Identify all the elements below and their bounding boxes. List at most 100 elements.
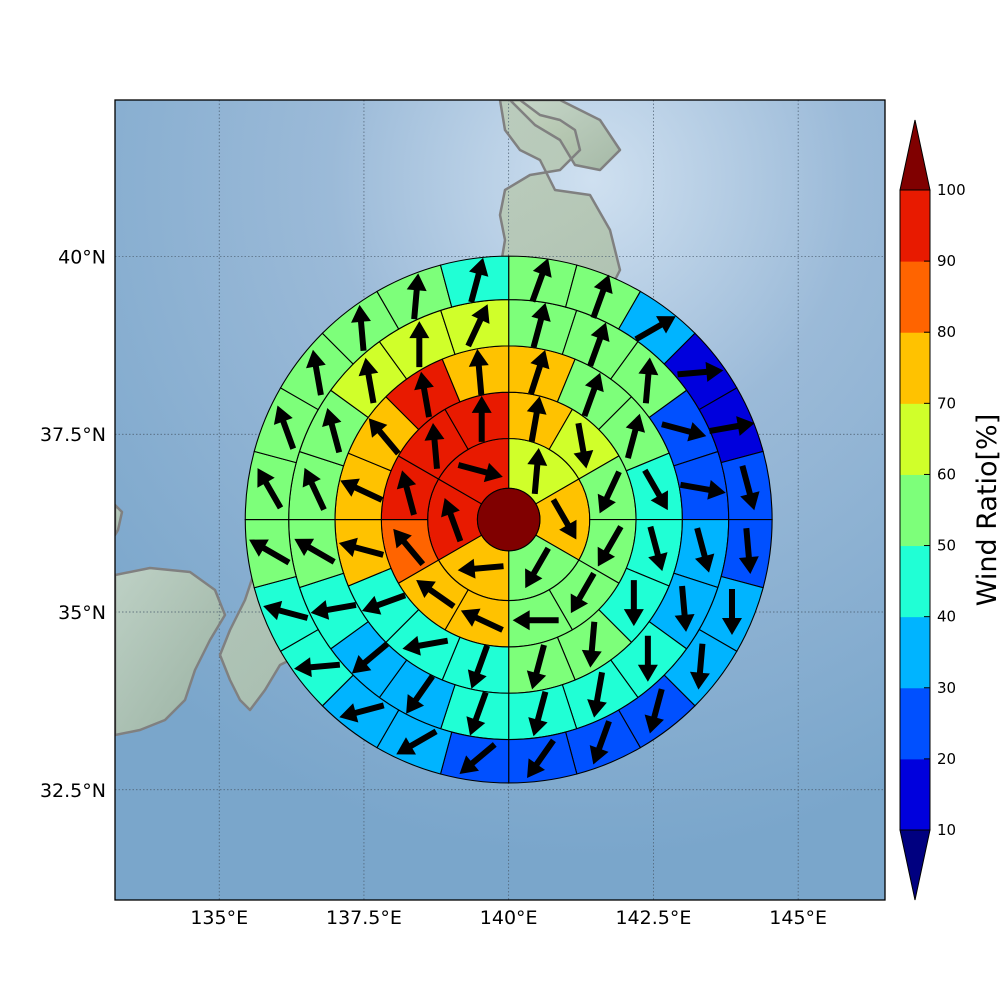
- wind-arrow: [467, 644, 491, 689]
- wind-arrow: [396, 470, 417, 516]
- colorbar-tick-label: 80: [937, 323, 956, 341]
- colorbar-band: [900, 190, 930, 262]
- wind-arrow: [624, 413, 646, 459]
- wind-arrow: [623, 580, 644, 627]
- wind-arrow: [642, 468, 668, 511]
- coastline-segment: [115, 566, 227, 737]
- longitude-tick-label: 142.5°E: [615, 907, 691, 929]
- colorbar-frame: [899, 189, 931, 831]
- wind-arrow: [644, 688, 665, 734]
- wind-arrow: [468, 349, 489, 396]
- wind-arrow: [263, 600, 309, 621]
- colorbar-title: Wind Ratio[%]: [972, 414, 1000, 606]
- wind-arrow: [597, 525, 624, 567]
- wind-arrow: [708, 416, 755, 436]
- longitude-tick-label: 135°E: [190, 907, 248, 929]
- wind-arrow: [414, 371, 434, 418]
- wind-arrow: [249, 539, 291, 566]
- wind-arrow: [721, 589, 742, 636]
- colorbar-tick-label: 90: [937, 252, 956, 270]
- colorbar-tick-label: 70: [937, 394, 956, 412]
- colorbar-band: [900, 687, 930, 760]
- wind-arrow: [589, 720, 612, 765]
- longitude-tick-labels: 135°E 137.5°E 140°E 142.5°E 145°E: [190, 907, 827, 929]
- wind-arrow: [528, 690, 549, 737]
- wind-arrow: [637, 635, 658, 682]
- longitude-tick-label: 137.5°E: [326, 907, 402, 929]
- wind-arrow: [674, 585, 695, 632]
- wind-arrow: [457, 462, 503, 483]
- wind-arrow: [409, 321, 430, 368]
- wind-arrow: [459, 742, 497, 774]
- wind-arrow: [358, 357, 379, 404]
- wind-arrow: [581, 372, 604, 418]
- wind-arrow: [466, 691, 489, 736]
- wind-arrow: [587, 322, 610, 367]
- wind-arrow: [441, 497, 464, 543]
- wind-arrow: [273, 405, 297, 450]
- colorbar-extend-min: [899, 829, 931, 901]
- wind-arrow: [530, 302, 551, 349]
- wind-arrow: [340, 478, 384, 503]
- wind-direction-arrows: [249, 257, 760, 779]
- wind-arrow: [597, 470, 622, 514]
- wind-arrow: [338, 537, 385, 558]
- land-mass: [115, 568, 225, 735]
- wind-arrow: [310, 600, 357, 620]
- wind-arrow: [339, 702, 385, 723]
- colorbar-tick-label: 50: [937, 537, 956, 555]
- wind-arrow: [351, 304, 371, 351]
- colorbar-extend-max: [899, 119, 931, 191]
- wind-arrow: [416, 580, 456, 609]
- wind-arrow: [406, 273, 427, 320]
- longitude-tick-label: 145°E: [769, 907, 827, 929]
- colorbar-tick-label: 30: [937, 679, 956, 697]
- colorbar-band: [900, 332, 930, 404]
- wind-arrow: [529, 258, 552, 303]
- latitude-tick-label: 35°N: [58, 602, 106, 624]
- wind-arrow: [638, 357, 659, 404]
- wind-arrow: [322, 407, 343, 454]
- wind-arrow: [526, 396, 547, 443]
- wind-arrow: [468, 257, 489, 303]
- wind-arrow: [465, 304, 490, 348]
- colorbar-tick-label: 100: [937, 181, 966, 199]
- wind-arrow: [739, 465, 760, 511]
- wind-arrow: [402, 635, 449, 656]
- colorbar-band: [900, 616, 930, 689]
- colorbar-band: [900, 545, 930, 618]
- latitude-tick-label: 32.5°N: [40, 780, 106, 802]
- wind-arrow: [738, 527, 759, 575]
- colorbar-band: [900, 261, 930, 333]
- wind-arrow: [457, 558, 504, 579]
- latitude-tick-labels: 32.5°N 35°N 37.5°N 40°N: [40, 246, 106, 801]
- wind-arrow: [361, 592, 407, 615]
- wind-ratio-sectors: [244, 255, 773, 784]
- wind-arrow: [570, 571, 597, 614]
- colorbar-band: [900, 758, 930, 831]
- wind-arrow: [634, 316, 676, 342]
- map-frame: [114, 99, 886, 901]
- colorbar: 10 20 30 40 50 60 70 80 90 100 Wind Ratio[%]: [899, 119, 1000, 901]
- land-mass: [115, 505, 122, 535]
- wind-arrow: [590, 274, 613, 319]
- colorbar-tick-label: 60: [937, 465, 956, 483]
- wind-arrow: [368, 418, 401, 456]
- wind-arrow: [294, 657, 341, 678]
- wind-arrow: [257, 468, 284, 510]
- colorbar-band: [900, 474, 930, 547]
- wind-arrow: [393, 528, 426, 567]
- center-disk: [476, 487, 541, 552]
- latitude-tick-label: 37.5°N: [40, 424, 106, 446]
- colorbar-tick-label: 20: [937, 750, 956, 768]
- wind-arrow: [406, 674, 435, 714]
- wind-arrow: [550, 498, 577, 540]
- wind-arrow: [460, 608, 504, 633]
- wind-arrow: [302, 467, 327, 511]
- wind-arrow: [581, 621, 602, 668]
- latitude-tick-label: 40°N: [58, 246, 106, 268]
- wind-arrow: [573, 422, 594, 469]
- colorbar-band: [900, 403, 930, 475]
- wind-arrow: [471, 395, 492, 442]
